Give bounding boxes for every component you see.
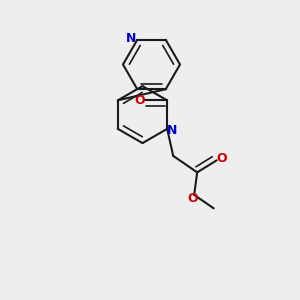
Text: O: O [217,152,227,165]
Text: N: N [167,124,177,137]
Text: O: O [188,192,198,205]
Text: O: O [134,94,145,107]
Text: N: N [126,32,136,45]
